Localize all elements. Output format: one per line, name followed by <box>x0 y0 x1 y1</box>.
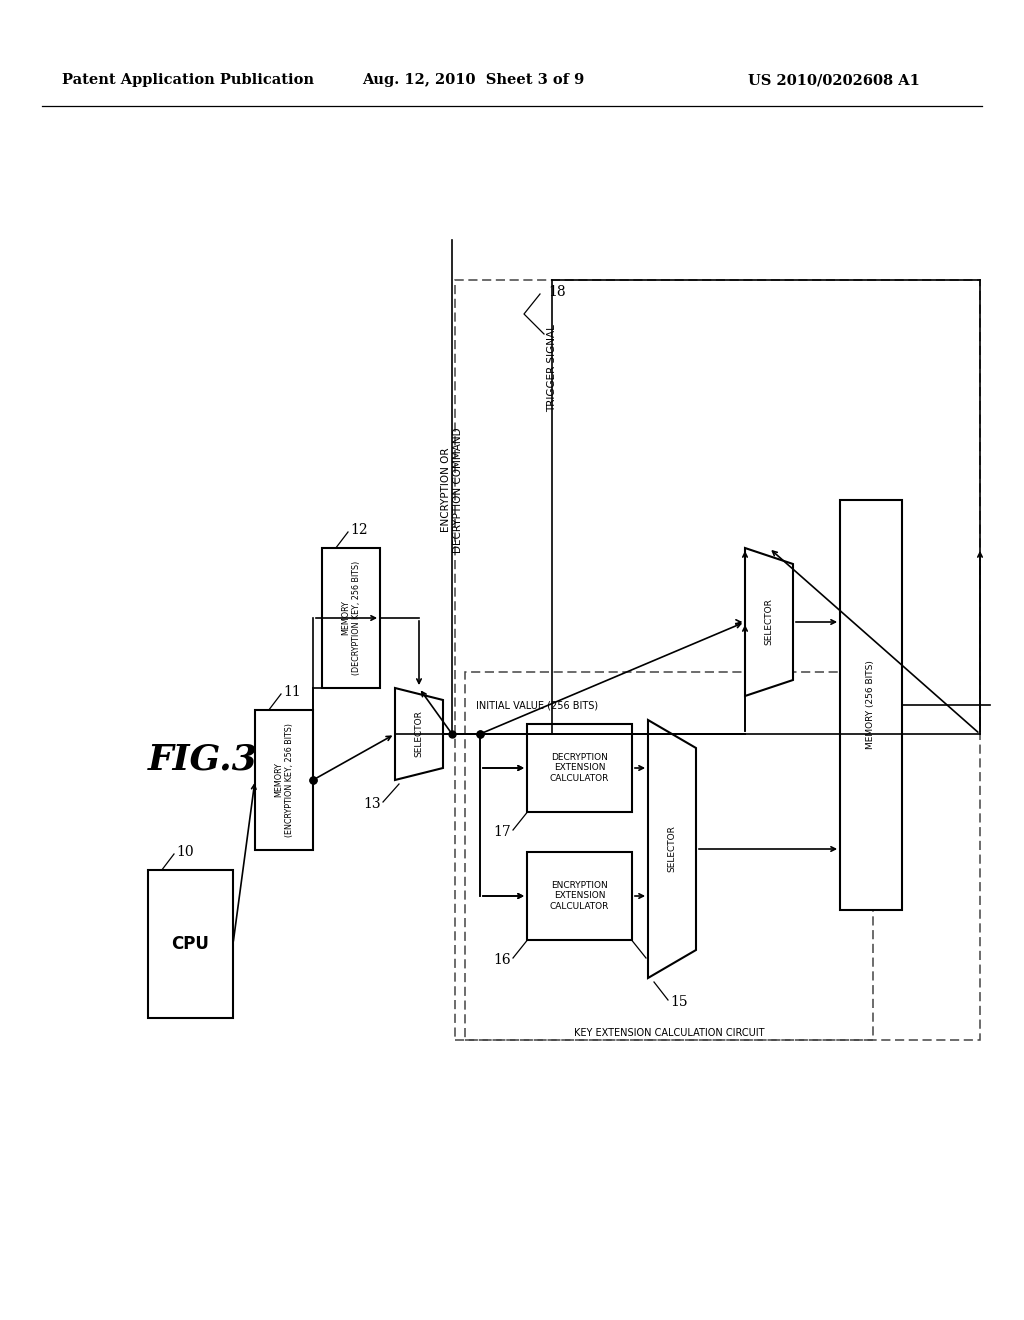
Polygon shape <box>745 548 793 696</box>
Bar <box>527 723 632 812</box>
Bar <box>840 500 902 909</box>
Text: TRIGGER SIGNAL: TRIGGER SIGNAL <box>547 325 557 412</box>
Text: FIG.3: FIG.3 <box>148 743 258 777</box>
Text: 16: 16 <box>494 953 511 968</box>
Text: 18: 18 <box>548 285 565 300</box>
Text: MEMORY
(ENCRYPTION KEY, 256 BITS): MEMORY (ENCRYPTION KEY, 256 BITS) <box>274 723 294 837</box>
Text: 12: 12 <box>350 523 368 537</box>
Text: 15: 15 <box>670 995 688 1008</box>
Polygon shape <box>648 719 696 978</box>
Text: 10: 10 <box>176 845 194 859</box>
Text: 11: 11 <box>283 685 301 700</box>
Text: INITIAL VALUE (256 BITS): INITIAL VALUE (256 BITS) <box>476 700 598 710</box>
Bar <box>255 710 313 850</box>
Text: 13: 13 <box>364 797 381 810</box>
Text: 14: 14 <box>648 953 666 968</box>
Text: 17: 17 <box>494 825 511 840</box>
Bar <box>322 548 380 688</box>
Text: Patent Application Publication: Patent Application Publication <box>62 73 314 87</box>
Text: ENCRYPTION OR
DECRYPTION COMMAND: ENCRYPTION OR DECRYPTION COMMAND <box>441 428 463 553</box>
Text: ENCRYPTION
EXTENSION
CALCULATOR: ENCRYPTION EXTENSION CALCULATOR <box>550 882 609 911</box>
Text: CPU: CPU <box>172 935 210 953</box>
Text: SELECTOR: SELECTOR <box>415 710 424 758</box>
Text: SELECTOR: SELECTOR <box>765 598 773 645</box>
Text: KEY EXTENSION CALCULATION CIRCUIT: KEY EXTENSION CALCULATION CIRCUIT <box>573 1028 764 1038</box>
Text: SELECTOR: SELECTOR <box>668 825 677 873</box>
Bar <box>148 870 233 1018</box>
Polygon shape <box>395 688 443 780</box>
Bar <box>455 280 980 1040</box>
Text: US 2010/0202608 A1: US 2010/0202608 A1 <box>748 73 920 87</box>
Bar <box>527 851 632 940</box>
Bar <box>465 672 873 1040</box>
Text: MEMORY (256 BITS): MEMORY (256 BITS) <box>866 660 876 750</box>
Text: Aug. 12, 2010  Sheet 3 of 9: Aug. 12, 2010 Sheet 3 of 9 <box>362 73 585 87</box>
Text: DECRYPTION
EXTENSION
CALCULATOR: DECRYPTION EXTENSION CALCULATOR <box>550 754 609 783</box>
Text: MEMORY
(DECRYPTION KEY, 256 BITS): MEMORY (DECRYPTION KEY, 256 BITS) <box>341 561 360 675</box>
